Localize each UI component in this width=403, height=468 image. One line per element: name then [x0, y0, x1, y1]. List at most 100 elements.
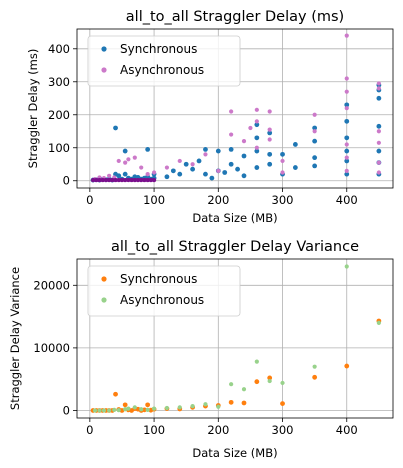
data-point [229, 132, 234, 137]
x-axis-label: Data Size (MB) [192, 211, 277, 225]
series-asynchronous [92, 33, 381, 182]
data-point [126, 157, 131, 162]
data-point [103, 177, 109, 183]
x-tick-label: 400 [336, 193, 358, 207]
data-point [132, 155, 137, 160]
data-point [92, 408, 98, 413]
data-point [228, 147, 234, 152]
data-point [119, 177, 125, 183]
data-point [254, 359, 259, 364]
data-point [216, 168, 221, 173]
chart-panel-bottom: all_to_all Straggler Delay Variance Data… [8, 239, 394, 460]
data-point [107, 173, 112, 178]
data-point [228, 161, 234, 167]
data-point [254, 379, 260, 385]
x-tick-label: 200 [207, 193, 229, 207]
data-point [254, 119, 259, 124]
legend-box [87, 265, 241, 317]
data-point [122, 171, 128, 177]
data-point [344, 102, 350, 108]
data-point [241, 387, 247, 392]
data-point [376, 95, 382, 101]
data-point [145, 177, 150, 183]
legend: Synchronous Asynchronous [87, 35, 241, 87]
data-points [90, 264, 382, 413]
data-point [280, 401, 285, 407]
data-point [164, 165, 170, 170]
data-point [129, 177, 134, 183]
data-point [132, 405, 137, 410]
data-point [113, 391, 118, 397]
data-point [254, 107, 259, 112]
data-point [126, 406, 131, 411]
data-point [267, 109, 272, 114]
y-tick-label: 300 [48, 75, 70, 89]
data-point [312, 155, 318, 161]
legend: Synchronous Asynchronous [87, 265, 241, 317]
chart-title: all_to_all Straggler Delay (ms) [126, 9, 344, 25]
data-point [241, 139, 247, 144]
y-axis-label: Straggler Delay (ms) [26, 49, 40, 169]
data-point [241, 173, 247, 179]
data-point [107, 177, 112, 183]
data-point [312, 374, 318, 380]
data-point [183, 161, 189, 167]
data-point [97, 177, 102, 183]
data-point [90, 177, 96, 183]
data-point [222, 170, 228, 175]
x-tick-label: 100 [143, 193, 165, 207]
data-point [101, 408, 107, 413]
x-axis-label: Data Size (MB) [192, 446, 277, 460]
data-point [280, 158, 285, 164]
data-point [151, 177, 157, 183]
x-tick-label: 0 [86, 423, 93, 437]
data-point [126, 177, 131, 183]
data-point [344, 135, 350, 141]
data-point [267, 130, 273, 136]
data-point [123, 407, 128, 412]
data-point [344, 118, 350, 124]
y-tick-label: 200 [48, 108, 70, 122]
data-point [376, 170, 381, 175]
legend-label-synchronous: Synchronous [120, 42, 197, 56]
data-point [164, 174, 170, 180]
data-point [254, 148, 260, 154]
data-point [254, 145, 259, 150]
data-point [123, 177, 128, 183]
data-point [190, 162, 195, 167]
data-point [148, 177, 153, 183]
data-point [116, 177, 121, 183]
data-point [241, 400, 247, 406]
data-point [376, 160, 381, 165]
series-synchronous [90, 82, 382, 183]
data-point [190, 404, 195, 409]
axis-ticks: 0 100 200 300 400 0 100 200 300 400 [48, 42, 358, 207]
data-point [170, 168, 176, 174]
data-point [209, 175, 215, 181]
data-point [344, 142, 349, 147]
data-point [139, 177, 144, 183]
legend-label-asynchronous: Asynchronous [120, 63, 204, 77]
data-point [139, 407, 144, 412]
data-point [376, 123, 382, 129]
data-point [113, 125, 118, 131]
data-point [145, 407, 150, 412]
data-point [344, 264, 349, 269]
chart-panel-top: all_to_all Straggler Delay (ms) Data Siz… [26, 9, 394, 225]
x-tick-label: 400 [336, 423, 358, 437]
axis-ticks: 0 100 200 300 400 0 10000 20000 [33, 278, 357, 437]
data-point [177, 158, 182, 164]
data-point [145, 172, 150, 177]
y-tick-label: 400 [48, 42, 70, 56]
y-tick-label: 0 [63, 403, 70, 417]
data-point [122, 148, 128, 154]
data-point [267, 378, 272, 384]
data-point [344, 171, 350, 177]
data-point [151, 406, 157, 411]
data-point [280, 151, 285, 157]
data-point [376, 81, 381, 86]
plot-frame [76, 28, 394, 189]
data-point [376, 140, 381, 145]
data-point [107, 408, 112, 413]
data-point [292, 165, 298, 170]
